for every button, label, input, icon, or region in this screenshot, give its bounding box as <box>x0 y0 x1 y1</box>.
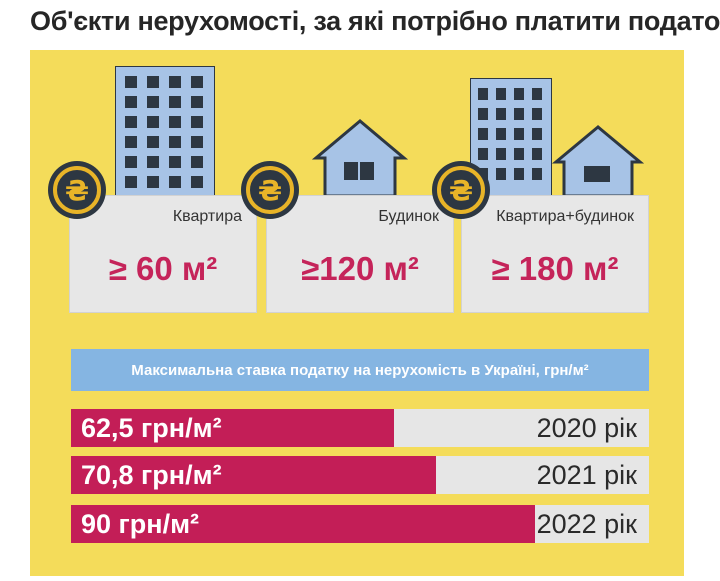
property-label: Квартира+будинок <box>496 208 634 225</box>
window <box>147 76 159 88</box>
bar <box>71 409 394 447</box>
property-card-apartment: Квартира ≥ 60 м² <box>69 195 257 313</box>
property-card-apartment-house: Квартира+будинок ≥ 180 м² <box>461 195 649 313</box>
window <box>496 108 506 120</box>
window <box>496 168 506 180</box>
apartment-building-icon <box>115 66 215 198</box>
hryvnia-coin-icon: ₴ <box>432 161 490 219</box>
window <box>514 148 524 160</box>
svg-text:₴: ₴ <box>65 174 89 207</box>
window <box>532 168 542 180</box>
window <box>191 76 203 88</box>
window <box>478 88 488 100</box>
window <box>514 108 524 120</box>
bar-value-label: 62,5 грн/м² <box>81 413 222 443</box>
window <box>478 148 488 160</box>
window <box>147 156 159 168</box>
house-icon <box>552 125 644 198</box>
property-label: Квартира <box>172 208 242 225</box>
window <box>147 116 159 128</box>
bar-row-2020: 62,5 грн/м² 2020 рік <box>71 409 649 447</box>
window <box>532 128 542 140</box>
window <box>191 96 203 108</box>
window <box>169 76 181 88</box>
window <box>514 168 524 180</box>
window <box>125 156 137 168</box>
window <box>532 88 542 100</box>
bar <box>71 456 437 494</box>
window <box>169 176 181 188</box>
bar-category-label: 2021 рік <box>536 460 637 490</box>
chart-title: Максимальна ставка податку на нерухоміст… <box>131 361 589 379</box>
apartment-building-icon <box>470 78 552 198</box>
property-label: Будинок <box>378 208 439 225</box>
hryvnia-coin-icon: ₴ <box>241 161 299 219</box>
window <box>125 96 137 108</box>
chart-title-banner: Максимальна ставка податку на нерухоміст… <box>71 349 649 391</box>
window <box>125 76 137 88</box>
window <box>191 176 203 188</box>
window <box>532 108 542 120</box>
window <box>169 96 181 108</box>
window <box>125 116 137 128</box>
window <box>496 148 506 160</box>
property-card-house: Будинок ≥120 м² <box>266 195 454 313</box>
property-min-area: ≥ 180 м² <box>491 250 619 287</box>
window <box>191 136 203 148</box>
window <box>478 108 488 120</box>
window <box>496 88 506 100</box>
page-title: Об'єкти нерухомості, за які потрібно пла… <box>30 6 720 36</box>
house-icon <box>312 119 408 198</box>
window <box>147 176 159 188</box>
window <box>514 128 524 140</box>
svg-text:₴: ₴ <box>449 174 473 207</box>
bar-category-label: 2020 рік <box>536 413 637 443</box>
window <box>478 128 488 140</box>
hryvnia-coin-icon: ₴ <box>48 161 106 219</box>
window <box>125 136 137 148</box>
bar-row-2022: 90 грн/м² 2022 рік <box>71 505 649 543</box>
window <box>514 88 524 100</box>
property-min-area: ≥ 60 м² <box>108 250 218 287</box>
window <box>147 136 159 148</box>
svg-text:₴: ₴ <box>258 174 282 207</box>
window <box>532 148 542 160</box>
bar <box>71 505 536 543</box>
bar-value-label: 70,8 грн/м² <box>81 460 222 490</box>
window <box>191 116 203 128</box>
property-min-area: ≥120 м² <box>301 250 419 287</box>
bar-value-label: 90 грн/м² <box>81 509 200 539</box>
window <box>191 156 203 168</box>
window <box>169 116 181 128</box>
window <box>147 96 159 108</box>
window <box>169 136 181 148</box>
window <box>496 128 506 140</box>
bar-row-2021: 70,8 грн/м² 2021 рік <box>71 456 649 494</box>
window <box>125 176 137 188</box>
bar-category-label: 2022 рік <box>536 509 637 539</box>
window <box>169 156 181 168</box>
